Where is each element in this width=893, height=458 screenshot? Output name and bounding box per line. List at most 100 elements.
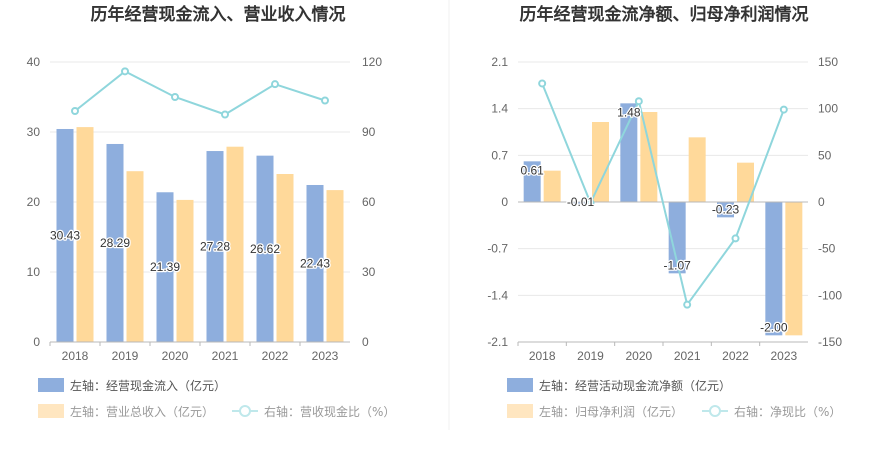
x-tick-label: 2023 xyxy=(312,349,339,363)
data-label: 27.28 xyxy=(200,240,230,254)
left-axis-tick-label: 20 xyxy=(27,195,41,209)
right-axis-tick-label: 150 xyxy=(818,55,838,69)
data-label: -0.01 xyxy=(567,195,595,209)
left-axis-tick-label: 30 xyxy=(27,125,41,139)
bar[interactable] xyxy=(176,199,194,342)
bar[interactable] xyxy=(737,162,754,202)
x-tick-label: 2023 xyxy=(770,349,797,363)
line-point[interactable] xyxy=(271,80,279,89)
data-label: 21.39 xyxy=(150,260,180,274)
bar[interactable] xyxy=(640,112,658,202)
chart-right-title: 历年经营现金流净额、归母净利润情况 xyxy=(520,4,809,25)
right-axis-tick-label: 100 xyxy=(818,102,838,116)
chart-left-data-labels: 30.43 28.29 21.39 27.28 26.62 22.43 xyxy=(49,227,332,275)
bar[interactable] xyxy=(765,202,783,336)
legend-label-net-profit: 左轴：归母净利润（亿元） xyxy=(539,404,683,419)
line-point[interactable] xyxy=(171,93,179,101)
x-tick-label: 2021 xyxy=(212,349,239,363)
data-label: 1.48 xyxy=(617,105,641,119)
chart-left-legend: 左轴：经营现金流入（亿元） 左轴：营业总收入（亿元） 右轴：营收现金比（%） xyxy=(38,378,395,419)
x-tick-label: 2019 xyxy=(577,349,604,363)
chart-left-x-axis: 2018 2019 2020 2021 2022 2023 xyxy=(49,341,350,363)
legend-swatch-revenue xyxy=(38,404,64,418)
line-point[interactable] xyxy=(779,105,788,114)
line-point[interactable] xyxy=(71,107,79,115)
data-label: 0.61 xyxy=(520,163,544,177)
chart-right-legend: 左轴：经营活动现金流净额（亿元） 左轴：归母净利润（亿元） 右轴：净现比（%） xyxy=(507,378,841,419)
data-label: 26.62 xyxy=(250,242,280,256)
line-point[interactable] xyxy=(731,234,740,243)
bar[interactable] xyxy=(326,190,344,342)
bar[interactable] xyxy=(276,174,294,342)
bar[interactable] xyxy=(306,184,324,342)
left-axis-tick-label: 0 xyxy=(501,195,508,209)
ratio-series-line xyxy=(74,70,326,116)
legend-label-net-cash-flow: 左轴：经营活动现金流净额（亿元） xyxy=(539,378,731,393)
legend-item-net-profit[interactable]: 左轴：归母净利润（亿元） xyxy=(507,404,683,419)
data-label: -2.00 xyxy=(760,320,788,334)
legend-swatch-net-cash-flow xyxy=(507,378,533,392)
bar[interactable] xyxy=(668,202,686,274)
legend-swatch-cash-inflow xyxy=(38,378,64,392)
chart-left-right-axis: 0 30 60 90 120 xyxy=(362,55,382,349)
chart-left-title: 历年经营现金流入、营业收入情况 xyxy=(91,4,346,25)
bar[interactable] xyxy=(76,127,94,342)
legend-marker-ratio xyxy=(239,405,251,417)
line-point[interactable] xyxy=(683,300,692,309)
legend-item-cash-inflow[interactable]: 左轴：经营现金流入（亿元） xyxy=(38,378,226,393)
x-tick-label: 2020 xyxy=(162,349,189,363)
chart-right: 历年经营现金流净额、归母净利润情况 -2.1 -1.4 -0.7 0 0.7 1.4 2.1… xyxy=(487,4,842,419)
left-axis-tick-label: -0.7 xyxy=(487,242,508,256)
left-axis-tick-label: 0 xyxy=(33,335,40,349)
line-point[interactable] xyxy=(121,67,129,76)
chart-right-right-axis: -150 -100 -50 0 50 100 150 xyxy=(818,55,842,349)
line-point[interactable] xyxy=(221,110,229,119)
chart-left-ratio-line xyxy=(71,67,329,119)
chart-left-left-axis: 0 10 20 30 40 xyxy=(27,55,41,349)
line-point[interactable] xyxy=(586,198,595,207)
bar[interactable] xyxy=(785,202,803,336)
bar[interactable] xyxy=(592,122,609,202)
line-point[interactable] xyxy=(321,96,329,105)
legend-swatch-net-profit xyxy=(507,404,533,418)
legend-label-revenue-cash-ratio: 右轴：营收现金比（%） xyxy=(264,404,395,419)
x-tick-label: 2022 xyxy=(262,349,289,363)
bar[interactable] xyxy=(126,171,144,342)
legend-item-revenue[interactable]: 左轴：营业总收入（亿元） xyxy=(38,404,214,419)
legend-item-net-cash-flow[interactable]: 左轴：经营活动现金流净额（亿元） xyxy=(507,378,731,393)
bar[interactable] xyxy=(620,103,638,202)
legend-marker-net-ratio xyxy=(709,405,721,417)
right-axis-tick-label: 120 xyxy=(362,55,382,69)
left-axis-tick-label: 1.4 xyxy=(491,102,508,116)
bar[interactable] xyxy=(572,202,589,204)
bar[interactable] xyxy=(688,137,706,202)
bar[interactable] xyxy=(717,202,734,218)
chart-right-left-axis: -2.1 -1.4 -0.7 0 0.7 1.4 2.1 xyxy=(487,55,508,349)
left-axis-tick-label: 10 xyxy=(27,265,41,279)
chart-left-bars xyxy=(56,127,344,342)
bar[interactable] xyxy=(256,155,274,342)
x-tick-label: 2021 xyxy=(674,349,701,363)
bar[interactable] xyxy=(56,128,74,342)
bar[interactable] xyxy=(156,192,174,342)
bar[interactable] xyxy=(543,170,561,202)
x-tick-label: 2018 xyxy=(529,349,556,363)
line-point[interactable] xyxy=(634,97,643,106)
right-axis-tick-label: 50 xyxy=(818,148,832,162)
legend-item-net-cash-ratio[interactable]: 右轴：净现比（%） xyxy=(702,404,841,419)
legend-item-revenue-cash-ratio[interactable]: 右轴：营收现金比（%） xyxy=(232,404,395,419)
x-tick-label: 2022 xyxy=(722,349,749,363)
x-tick-label: 2018 xyxy=(62,349,89,363)
right-axis-tick-label: -150 xyxy=(818,335,842,349)
line-point[interactable] xyxy=(538,79,547,88)
data-label: 30.43 xyxy=(50,228,80,242)
chart-right-data-labels: 0.61 -0.01 1.48 -1.07 -0.23 -2.00 xyxy=(519,104,789,336)
left-axis-tick-label: 40 xyxy=(27,55,41,69)
bar[interactable] xyxy=(106,143,124,342)
bar[interactable] xyxy=(206,151,224,342)
bar[interactable] xyxy=(523,161,541,202)
legend-label-net-cash-ratio: 右轴：净现比（%） xyxy=(734,404,841,419)
bar[interactable] xyxy=(226,146,244,342)
left-axis-tick-label: 2.1 xyxy=(491,55,508,69)
